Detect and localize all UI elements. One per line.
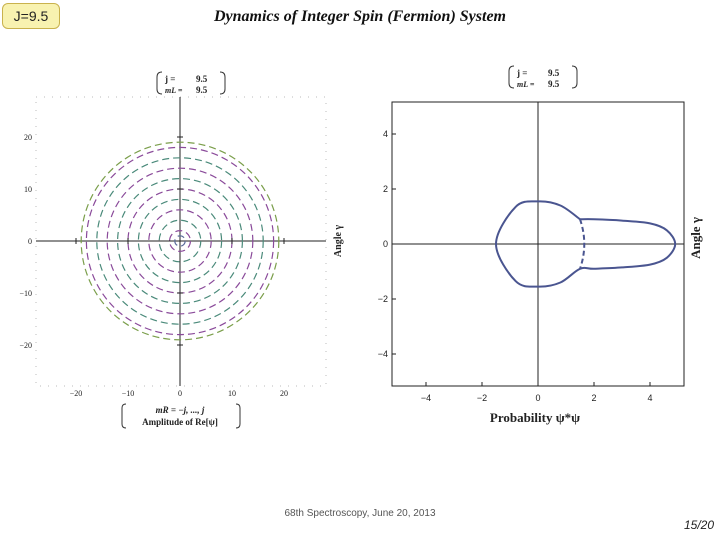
left-circle-0 bbox=[80, 141, 280, 341]
right-y-tick-label: 2 bbox=[383, 184, 388, 194]
legend-m-label: mL = bbox=[517, 80, 535, 89]
left-x-tick-label: 20 bbox=[280, 389, 288, 398]
right-y-tick-label: 4 bbox=[383, 129, 388, 139]
right-x-tick-label: 0 bbox=[535, 393, 540, 403]
left-xlabel-bracket-left bbox=[121, 403, 127, 429]
right-y-tick-label: −2 bbox=[378, 294, 388, 304]
left-circle-3 bbox=[106, 167, 254, 315]
left-circle-4 bbox=[116, 178, 244, 305]
left-y-tick-label: 10 bbox=[24, 185, 32, 194]
legend-right-bracket bbox=[219, 71, 226, 95]
left-plot-frame bbox=[35, 96, 327, 387]
left-xlabel-bracket-right bbox=[235, 403, 241, 429]
legend-right bbox=[508, 65, 578, 89]
left-xlabel-line1: mR = −j, ..., j bbox=[156, 405, 205, 415]
right-ylabel: Angle γ bbox=[688, 217, 703, 259]
left-y-tick-label: −20 bbox=[19, 341, 32, 350]
left-circle-9 bbox=[169, 230, 192, 253]
right-series-curve-0 bbox=[494, 200, 677, 288]
legend-j-value: 9.5 bbox=[548, 68, 560, 78]
legend-m-value: 9.5 bbox=[548, 79, 560, 89]
left-circle-8 bbox=[158, 219, 202, 263]
left-circle-1 bbox=[85, 146, 275, 336]
slide-title: Dynamics of Integer Spin (Fermion) Syste… bbox=[213, 8, 506, 25]
right-dashed-arc bbox=[579, 218, 586, 270]
left-y-tick-label: 20 bbox=[24, 133, 32, 142]
right-x-tick-label: −2 bbox=[477, 393, 487, 403]
legend-j-label: j = bbox=[516, 68, 527, 78]
legend-left bbox=[156, 71, 226, 95]
left-x-tick-label: 10 bbox=[228, 389, 236, 398]
legend-j-value: 9.5 bbox=[196, 74, 208, 84]
right-x-tick-label: −4 bbox=[421, 393, 431, 403]
left-x-tick-label: −10 bbox=[122, 389, 135, 398]
page-number: 15/20 bbox=[683, 518, 714, 532]
legend-m-label: mL = bbox=[165, 86, 183, 95]
legend-left-bracket bbox=[156, 71, 163, 95]
left-circle-10 bbox=[174, 235, 186, 247]
legend-j-label: j = bbox=[164, 74, 175, 84]
right-y-tick-label: −4 bbox=[378, 349, 388, 359]
footer-text: 68th Spectroscopy, June 20, 2013 bbox=[284, 508, 436, 519]
legend-m-value: 9.5 bbox=[196, 85, 208, 95]
left-circle-7 bbox=[148, 209, 212, 273]
right-y-tick-label: 0 bbox=[383, 239, 388, 249]
left-ylabel: Angle γ bbox=[333, 225, 344, 258]
right-xlabel: Probability ψ*ψ bbox=[490, 410, 580, 425]
legend-left-bracket bbox=[508, 65, 515, 89]
left-circle-2 bbox=[96, 157, 264, 325]
right-x-tick-label: 4 bbox=[647, 393, 652, 403]
right-x-tick-label: 2 bbox=[591, 393, 596, 403]
left-x-tick-label: 0 bbox=[178, 389, 182, 398]
left-y-tick-label: 0 bbox=[28, 237, 32, 246]
legend-right-bracket bbox=[571, 65, 578, 89]
left-circle-6 bbox=[137, 198, 223, 284]
left-y-tick-label: −10 bbox=[19, 289, 32, 298]
left-xlabel-line2: Amplitude of Re[ψ] bbox=[142, 417, 218, 427]
slide-badge: J=9.5 bbox=[2, 3, 60, 29]
left-x-tick-label: −20 bbox=[70, 389, 83, 398]
